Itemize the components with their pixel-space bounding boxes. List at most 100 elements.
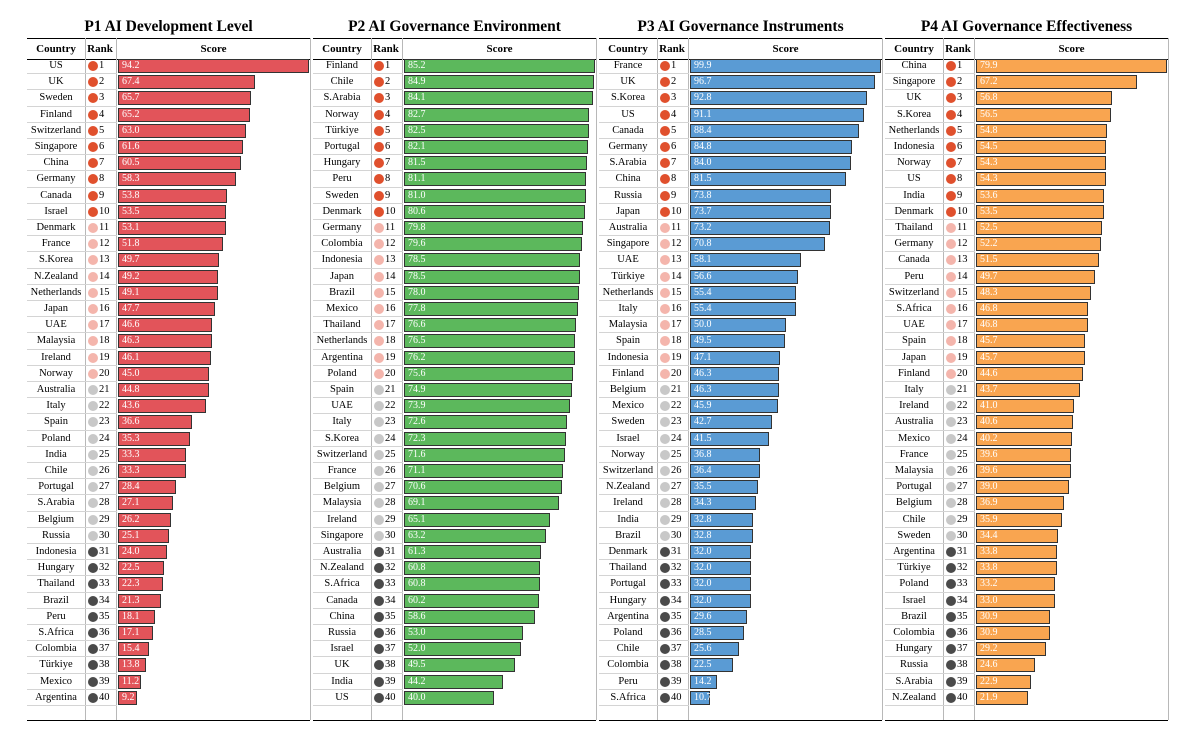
rank-number: 10 [385,205,396,217]
score-value-label: 53.6 [980,189,998,201]
score-bar: 61.3 [404,545,542,559]
score-value-label: 65.1 [408,513,426,525]
table-row: Colombia 37 15.4 [27,641,310,658]
rank-number: 14 [671,270,682,282]
country-name: Belgium [609,384,647,395]
table-row: Denmark 11 53.1 [27,220,310,237]
rank-dot-icon [660,239,670,250]
row-separator [885,494,975,496]
score-bar: 46.3 [690,383,779,397]
country-name: Ireland [327,513,357,525]
rank-number: 16 [385,303,396,314]
rank-number: 8 [957,173,963,185]
row-separator [885,121,975,123]
row-separator [599,202,689,204]
score-value-label: 73.7 [694,205,712,217]
rank-dot-icon [946,142,956,152]
score-bar: 24.6 [976,658,1035,673]
rank-number: 34 [671,594,682,606]
score-value-label: 52.2 [980,238,998,250]
rank-dot-icon [374,239,384,250]
header-rank: Rank [945,43,971,55]
country-name: S.Korea [610,92,646,104]
row-separator [885,316,975,318]
table-row: S.Africa 40 10.7 [599,690,882,706]
score-value-label: 72.3 [408,432,426,444]
score-value-label: 44.8 [122,384,140,395]
rank-dot-icon [946,547,956,557]
rank-number: 13 [99,254,110,266]
score-bar: 99.9 [690,59,881,73]
rank-dot-icon [374,579,384,590]
score-value-label: 94.2 [122,60,140,71]
score-bar: 46.8 [976,302,1088,316]
country-name: India [45,448,67,460]
rank-number: 26 [99,465,110,476]
score-value-label: 73.8 [694,189,712,201]
country-name: Colombia [321,238,363,250]
score-bar: 84.9 [404,75,595,90]
rank-number: 26 [671,465,682,476]
rank-number: 19 [99,351,110,363]
row-separator [599,607,689,609]
rank-number: 32 [99,562,110,574]
country-name: Sweden [39,92,73,104]
row-separator [313,299,403,301]
table-row: Malaysia 18 46.3 [27,333,310,350]
country-name: S.Arabia [609,157,647,169]
table-row: Switzerland 5 63.0 [27,123,310,139]
score-bar: 63.0 [118,123,246,138]
score-value-label: 46.8 [980,319,998,331]
row-separator [885,105,975,107]
row-separator [27,688,117,690]
score-value-label: 22.3 [122,578,140,590]
score-bar: 40.2 [976,431,1073,446]
rank-dot-icon [88,142,98,152]
table-row: UAE 17 46.6 [27,317,310,334]
score-value-label: 49.7 [122,254,140,266]
table-row: Malaysia 28 69.1 [313,495,596,512]
country-name: US [49,60,63,71]
country-name: Belgium [895,497,933,509]
row-separator [885,478,975,480]
rank-dot-icon [946,255,956,266]
score-value-label: 99.9 [694,60,712,71]
row-separator [313,267,403,269]
score-bar: 67.4 [118,75,255,90]
table-row: Russia 9 73.8 [599,188,882,204]
table-row: S.Korea 24 72.3 [313,431,596,447]
score-bar: 44.2 [404,674,504,689]
row-separator [27,607,117,609]
score-bar: 58.6 [404,609,536,624]
score-bar: 77.8 [404,302,579,316]
country-name: Malaysia [608,319,648,331]
score-bar: 79.6 [404,237,583,252]
score-bar: 72.3 [404,431,567,446]
row-separator [313,494,403,496]
rank-dot-icon [946,530,956,541]
rank-dot-icon [946,660,956,671]
score-value-label: 43.6 [122,400,140,412]
table-row: Malaysia 26 39.6 [885,463,1168,480]
score-value-label: 21.3 [122,594,140,606]
rank-dot-icon [660,125,670,136]
rank-dot-icon [374,498,384,509]
score-value-label: 40.6 [980,416,998,428]
row-separator [885,591,975,593]
row-separator [27,121,117,123]
table-row: Belgium 27 70.6 [313,479,596,496]
row-separator [313,542,403,544]
row-separator [27,154,117,156]
rank-number: 34 [957,594,968,606]
score-bar: 82.5 [404,123,589,138]
country-name: US [335,691,349,703]
country-name: Norway [325,108,359,120]
row-separator [885,186,975,188]
score-bar: 49.2 [118,269,218,284]
country-name: Italy [904,384,924,395]
table-row: UK 2 67.4 [27,74,310,91]
country-name: Poland [899,578,929,590]
header-rank: Rank [659,43,685,55]
rank-dot-icon [374,61,384,71]
rank-number: 29 [957,513,968,525]
